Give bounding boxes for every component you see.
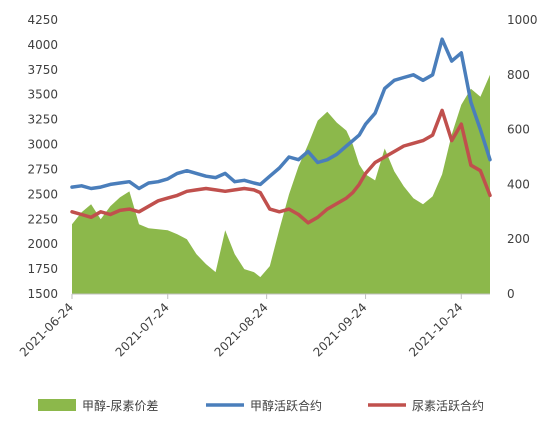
y-left-tick-label: 3250	[27, 113, 58, 127]
y-left-tick-label: 3750	[27, 63, 58, 77]
line-series-2	[70, 108, 492, 225]
y-right-tick-label: 1000	[507, 13, 538, 27]
y-left-tick-label: 2500	[27, 187, 58, 201]
x-tick-label: 2021-07-24	[113, 300, 172, 359]
legend-label-0: 甲醇-尿素价差	[82, 398, 158, 413]
legend: 甲醇-尿素价差 甲醇活跃合约 尿素活跃合约	[38, 398, 484, 413]
legend-label-1: 甲醇活跃合约	[250, 398, 322, 413]
y-right-tick-label: 200	[507, 232, 530, 246]
y-left-tick-label: 2000	[27, 237, 58, 251]
y-right-tick-label: 800	[507, 68, 530, 82]
x-tick-label: 2021-09-24	[310, 300, 369, 359]
y-left-tick-label: 2750	[27, 162, 58, 176]
y-left-tick-label: 4000	[27, 38, 58, 52]
area-series-0	[72, 74, 490, 294]
y-left-tick-label: 3500	[27, 88, 58, 102]
y-right-tick-label: 600	[507, 123, 530, 137]
line-series-1	[70, 37, 492, 191]
y-right-tick-label: 0	[507, 287, 515, 301]
y-left-tick-label: 4250	[27, 13, 58, 27]
y-left-tick-label: 3000	[27, 138, 58, 152]
x-tick-label: 2021-10-24	[406, 300, 465, 359]
legend-label-2: 尿素活跃合约	[412, 398, 484, 413]
y-left-tick-label: 1750	[27, 262, 58, 276]
line-series-layer	[70, 37, 492, 225]
x-tick-label: 2021-06-24	[17, 300, 76, 359]
y-left-tick-label: 1500	[27, 287, 58, 301]
area-series-layer	[72, 74, 490, 294]
legend-swatch-0	[38, 399, 76, 411]
y-left-tick-label: 2250	[27, 212, 58, 226]
x-tick-label: 2021-08-24	[212, 300, 271, 359]
y-right-tick-label: 400	[507, 177, 530, 191]
